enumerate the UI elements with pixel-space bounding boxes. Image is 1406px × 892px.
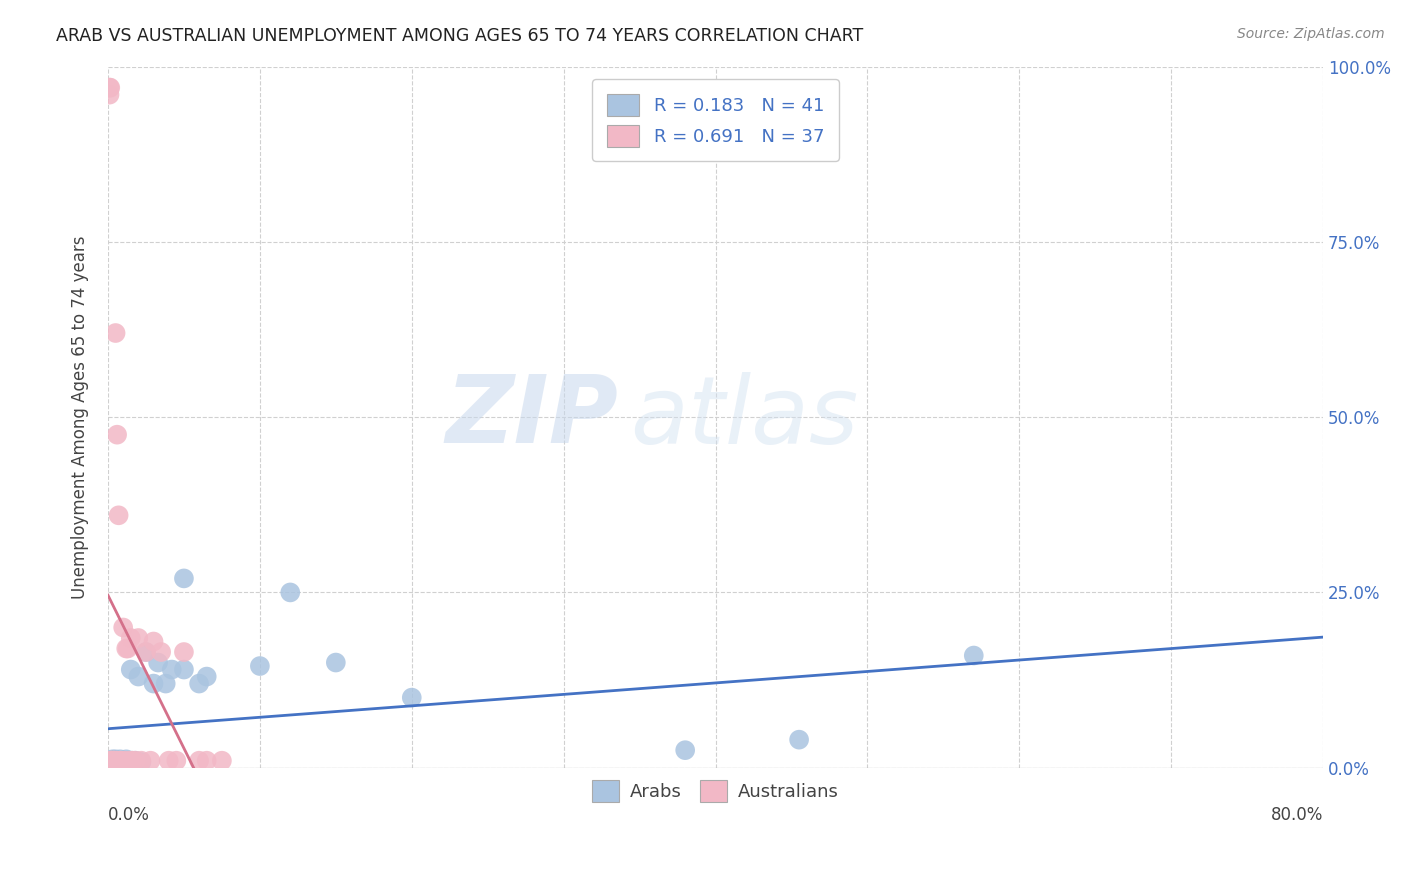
Text: atlas: atlas (630, 372, 859, 463)
Point (114, 754, 136, 768)
Point (104, 754, 127, 768)
Point (124, 754, 146, 768)
Point (112, 755, 135, 769)
Point (157, 754, 180, 768)
Point (115, 641, 138, 656)
Point (103, 754, 125, 768)
Point (165, 754, 187, 768)
Point (98, 80, 121, 95)
Point (124, 754, 146, 768)
Point (100, 754, 122, 768)
Point (100, 754, 122, 768)
Point (121, 754, 143, 768)
Point (135, 645, 157, 659)
Point (105, 754, 128, 768)
Point (100, 754, 122, 768)
Point (108, 754, 131, 768)
Point (107, 755, 129, 769)
Point (98, 757, 121, 772)
Point (104, 756, 127, 770)
Point (101, 752, 124, 766)
Point (120, 631, 142, 645)
Point (101, 754, 124, 768)
Point (139, 754, 162, 768)
Point (155, 676, 177, 690)
Text: 80.0%: 80.0% (1271, 806, 1323, 824)
Point (135, 645, 157, 659)
Point (107, 508, 129, 523)
Point (111, 754, 134, 768)
Point (115, 752, 138, 766)
Point (104, 752, 127, 766)
Point (673, 743, 696, 757)
Point (787, 732, 810, 747)
Point (127, 669, 149, 683)
Point (188, 676, 211, 690)
Point (173, 645, 195, 659)
Point (112, 620, 135, 634)
Point (146, 656, 169, 670)
Point (105, 754, 128, 768)
Point (100, 757, 122, 772)
Point (131, 755, 153, 769)
Point (325, 656, 347, 670)
Point (127, 631, 149, 645)
Text: ZIP: ZIP (446, 371, 619, 463)
Point (104, 326, 127, 340)
Point (195, 669, 218, 683)
Point (195, 754, 218, 768)
Point (188, 754, 211, 768)
Point (108, 752, 131, 766)
Point (103, 754, 125, 768)
Point (131, 754, 153, 768)
Point (211, 754, 233, 768)
Text: Source: ZipAtlas.com: Source: ZipAtlas.com (1237, 27, 1385, 41)
Point (142, 676, 165, 690)
Point (105, 427, 128, 442)
Point (150, 645, 173, 659)
Point (278, 585, 301, 599)
Point (173, 571, 195, 585)
Point (103, 754, 125, 768)
Point (120, 663, 142, 677)
Point (98, 80, 121, 95)
Point (98, 87, 121, 102)
Point (118, 754, 141, 768)
Point (249, 659, 271, 673)
Point (117, 754, 139, 768)
Point (173, 663, 195, 677)
Point (963, 648, 986, 663)
Point (401, 690, 423, 705)
Point (101, 754, 124, 768)
Legend: Arabs, Australians: Arabs, Australians (583, 772, 848, 811)
Point (105, 756, 128, 771)
Point (100, 754, 122, 768)
Point (101, 756, 124, 770)
Text: 0.0%: 0.0% (108, 806, 150, 824)
Point (114, 754, 136, 768)
Point (121, 754, 143, 768)
Point (117, 641, 139, 656)
Point (98, 754, 121, 768)
Point (142, 634, 165, 648)
Y-axis label: Unemployment Among Ages 65 to 74 years: Unemployment Among Ages 65 to 74 years (72, 235, 89, 599)
Text: ARAB VS AUSTRALIAN UNEMPLOYMENT AMONG AGES 65 TO 74 YEARS CORRELATION CHART: ARAB VS AUSTRALIAN UNEMPLOYMENT AMONG AG… (56, 27, 863, 45)
Point (160, 663, 183, 677)
Point (111, 754, 134, 768)
Point (103, 756, 125, 771)
Point (108, 756, 131, 770)
